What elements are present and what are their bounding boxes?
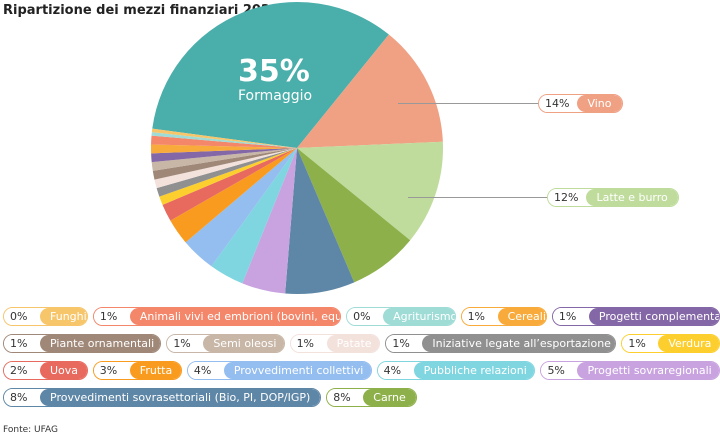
pie-slice-iniziative-legate-all-esportazione <box>156 148 297 197</box>
legend-item: 1% Semi oleosi <box>166 334 285 353</box>
legend-item: 1% Verdura <box>621 334 720 353</box>
legend: 0% Funghi 1% Animali vivi ed embrioni (bovi… <box>3 307 720 415</box>
latte-leader-line <box>408 197 547 198</box>
legend-item-pct: 8% <box>327 389 364 406</box>
legend-item: 1% Animali vivi ed embrioni (bovini, equi… <box>92 307 342 326</box>
legend-item: 1% Progetti complementari <box>551 307 720 326</box>
legend-item-pct: 0% <box>4 308 40 325</box>
pie-slice-vino <box>297 34 443 148</box>
pie-slice-provvedimenti-sovrasettoriali-bio-pi-dop-igp <box>285 148 355 294</box>
legend-item: 8% Carne <box>326 388 417 407</box>
legend-item-pct: 1% <box>552 308 589 325</box>
legend-item-label: Progetti complementari <box>588 308 719 325</box>
legend-item: 2% Uova <box>3 361 88 380</box>
legend-item-label: Funghi <box>40 308 87 325</box>
legend-item-label: Agriturismo <box>383 308 455 325</box>
chart-title: Ripartizione dei mezzi finanziari 2024 <box>3 3 280 18</box>
legend-item-label: Piante ornamentali <box>40 335 161 352</box>
formaggio-label: Formaggio <box>238 88 313 104</box>
pie-slice-formaggio <box>152 2 389 148</box>
pie-slice-semi-oleosi <box>151 148 297 171</box>
pie-slice-latte-e-burro <box>297 141 443 241</box>
legend-item: 4% Pubbliche relazioni <box>376 361 536 380</box>
legend-item-label: Cereali <box>497 308 546 325</box>
legend-item: 8% Provvedimenti sovrasettoriali (Bio, PI… <box>3 388 322 407</box>
legend-item-pct: 3% <box>93 362 130 379</box>
pie-slice-funghi <box>151 128 297 148</box>
pie-slice-progetti-complementari <box>151 148 297 163</box>
legend-item: 0% Agriturismo <box>346 307 456 326</box>
legend-item-label: Iniziative legate all’esportazione <box>422 335 616 352</box>
vino-leader-line <box>398 103 538 104</box>
callout-latte-label: Latte e burro <box>586 189 678 206</box>
formaggio-percent-label: 35% <box>238 54 310 89</box>
source-note: Fonte: UFAG <box>3 425 58 435</box>
legend-item-label: Animali vivi ed embrioni (bovini, equini… <box>129 308 341 325</box>
legend-item-pct: 1% <box>4 335 40 352</box>
legend-item-label: Verdura <box>658 335 720 352</box>
legend-item: 1% Patate <box>289 334 381 353</box>
pie-slice-verdura <box>159 148 297 205</box>
callout-latte: 12% Latte e burro <box>547 188 679 207</box>
legend-row: 0% Funghi 1% Animali vivi ed embrioni (bovi… <box>3 307 720 326</box>
legend-item-pct: 5% <box>541 362 578 379</box>
legend-item: 0% Funghi <box>3 307 88 326</box>
legend-item-label: Provvedimenti collettivi <box>223 362 371 379</box>
pie-slice-patate <box>154 148 297 189</box>
pie-slice-provvedimenti-collettivi <box>185 148 297 267</box>
legend-item: 3% Frutta <box>92 361 182 380</box>
legend-item-label: Carne <box>363 389 416 406</box>
pie-slice-uova <box>162 148 297 221</box>
pie-slice-frutta <box>170 148 297 243</box>
legend-item: 1% Iniziative legate all’esportazione <box>385 334 617 353</box>
callout-vino-pct: 14% <box>539 95 578 112</box>
legend-item-label: Uova <box>40 362 87 379</box>
legend-item: 5% Progetti sovraregionali <box>540 361 720 380</box>
pie-slice-progetti-sovraregionali <box>242 148 297 294</box>
legend-item: 1% Piante ornamentali <box>3 334 162 353</box>
legend-item-label: Provvedimenti sovrasettoriali (Bio, PI, … <box>40 389 321 406</box>
legend-item-pct: 1% <box>290 335 327 352</box>
pie-slice-carne <box>297 148 411 283</box>
legend-item-pct: 0% <box>347 308 384 325</box>
legend-row: 8% Provvedimenti sovrasettoriali (Bio, PI… <box>3 388 720 407</box>
legend-row: 1% Piante ornamentali 1% Semi oleosi 1% Patat… <box>3 334 720 353</box>
legend-item-pct: 4% <box>377 362 414 379</box>
legend-item-label: Frutta <box>129 362 181 379</box>
legend-item: 1% Cereali <box>460 307 547 326</box>
legend-item-pct: 2% <box>4 362 40 379</box>
legend-item-pct: 1% <box>386 335 423 352</box>
legend-item: 4% Provvedimenti collettivi <box>186 361 372 380</box>
legend-row: 2% Uova 3% Frutta 4% Provvedimenti collettivi… <box>3 361 720 380</box>
legend-item-pct: 1% <box>622 335 659 352</box>
callout-vino: 14% Vino <box>538 94 623 113</box>
legend-item-pct: 1% <box>167 335 204 352</box>
pie-slice-piante-ornamentali <box>152 148 297 180</box>
legend-item-pct: 8% <box>4 389 40 406</box>
pie-slice-pubbliche-relazioni <box>211 148 297 284</box>
callout-vino-label: Vino <box>577 95 622 112</box>
pie-chart <box>150 2 443 294</box>
pie-slice-cereali <box>150 144 297 154</box>
legend-item-pct: 1% <box>461 308 498 325</box>
legend-item-label: Pubbliche relazioni <box>413 362 535 379</box>
legend-item-label: Semi oleosi <box>203 335 284 352</box>
pie-slice-animali-vivi-ed-embrioni-bovini-equini <box>151 135 297 148</box>
pie-slice-agriturismo <box>151 132 297 148</box>
legend-item-pct: 1% <box>93 308 130 325</box>
legend-item-label: Progetti sovraregionali <box>577 362 720 379</box>
legend-item-pct: 4% <box>187 362 224 379</box>
callout-latte-pct: 12% <box>548 189 587 206</box>
legend-item-label: Patate <box>326 335 380 352</box>
